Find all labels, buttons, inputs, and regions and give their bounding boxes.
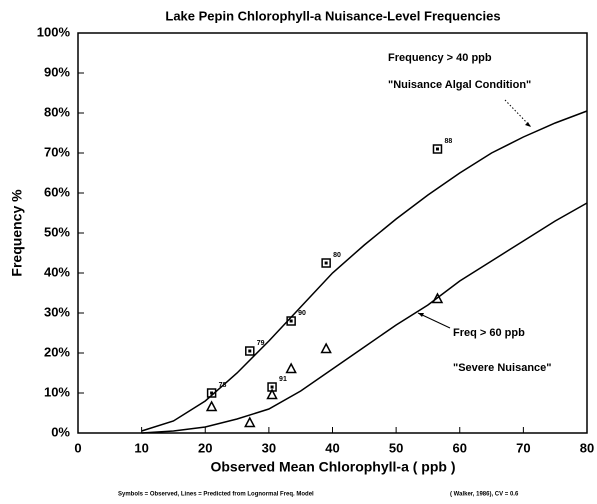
y-tick-label: 80% — [44, 104, 70, 119]
square-marker-core — [435, 147, 439, 151]
point-label: 90 — [298, 310, 306, 317]
square-marker-core — [210, 391, 214, 395]
x-tick-label: 40 — [325, 440, 339, 455]
square-marker-core — [289, 319, 293, 323]
triangle-marker — [205, 400, 218, 412]
y-tick-label: 90% — [44, 64, 70, 79]
annotation: "Nuisance Algal Condition" — [388, 79, 531, 91]
y-tick-label: 40% — [44, 264, 70, 279]
annotation-arrow — [417, 312, 451, 329]
y-axis-title: Frequency % — [9, 189, 25, 277]
y-tick-label: 50% — [44, 224, 70, 239]
annotation: Frequency > 40 ppb — [388, 52, 492, 64]
x-tick-label: 30 — [262, 440, 276, 455]
x-tick-label: 70 — [516, 440, 530, 455]
y-tick-label: 70% — [44, 144, 70, 159]
x-tick-label: 20 — [198, 440, 212, 455]
model-curve — [141, 110, 588, 432]
y-tick-label: 60% — [44, 184, 70, 199]
y-tick-label: 100% — [37, 24, 71, 39]
x-tick-label: 10 — [134, 440, 148, 455]
annotation: Freq > 60 ppb — [453, 327, 525, 339]
triangle-marker — [285, 362, 297, 374]
x-axis-title: Observed Mean Chlorophyll-a ( ppb ) — [210, 459, 455, 475]
triangle-marker — [320, 342, 332, 354]
square-marker-core — [324, 261, 328, 265]
y-tick-label: 30% — [44, 304, 70, 319]
point-label: 79 — [257, 340, 265, 347]
annotation: "Severe Nuisance" — [453, 362, 551, 374]
y-tick-label: 20% — [44, 344, 70, 359]
footnote: Symbols = Observed, Lines = Predicted fr… — [118, 492, 314, 498]
triangle-marker — [244, 416, 256, 428]
model-curve — [141, 202, 588, 434]
x-tick-label: 80 — [580, 440, 594, 455]
point-label: 91 — [279, 376, 287, 383]
arrow-head — [525, 122, 531, 127]
x-tick-label: 50 — [389, 440, 403, 455]
footnote: ( Walker, 1986), CV = 0.6 — [450, 492, 519, 498]
arrow-head — [418, 313, 424, 317]
y-tick-label: 0% — [51, 424, 70, 439]
point-label: 88 — [444, 138, 452, 145]
y-tick-label: 10% — [44, 384, 70, 399]
square-marker-core — [270, 385, 274, 389]
triangle-marker — [266, 388, 278, 400]
point-label: 80 — [333, 252, 341, 259]
chart-title: Lake Pepin Chlorophyll-a Nuisance-Level … — [165, 8, 500, 23]
square-marker-core — [248, 349, 252, 353]
x-tick-label: 60 — [453, 440, 467, 455]
x-tick-label: 0 — [74, 440, 81, 455]
annotation-arrow — [504, 99, 532, 128]
